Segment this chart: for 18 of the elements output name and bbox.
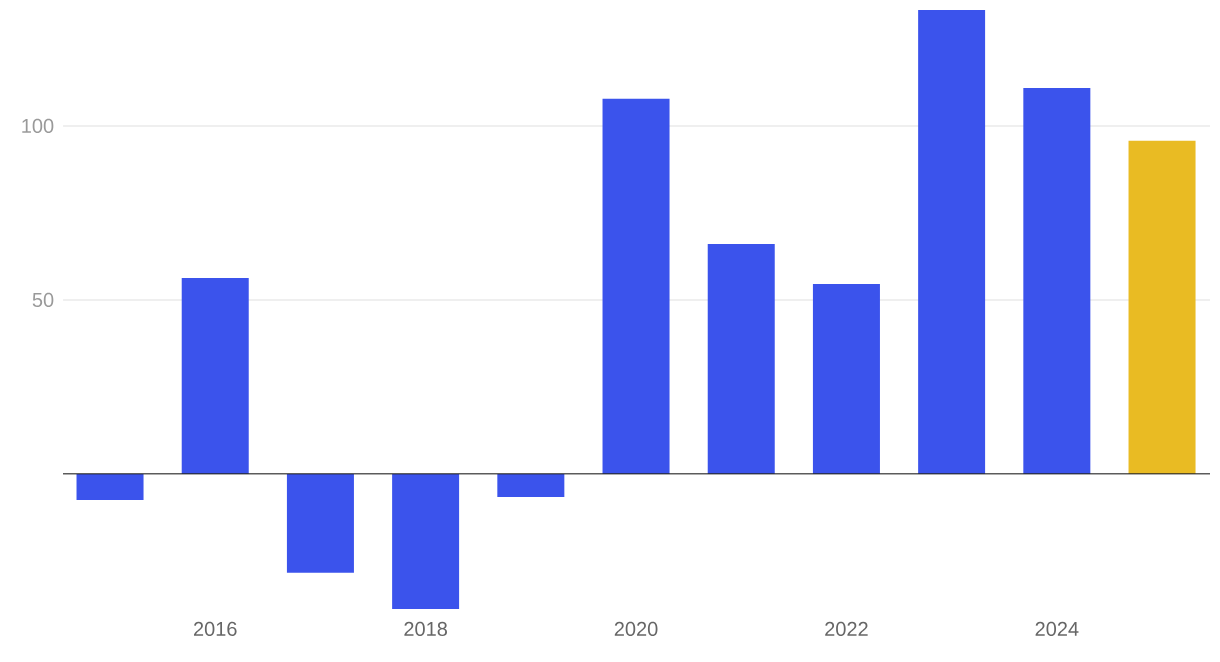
x-tick-label: 2024 bbox=[1035, 621, 1079, 637]
bar bbox=[181, 278, 249, 474]
y-tick-label: 50 bbox=[32, 292, 54, 307]
bar bbox=[918, 9, 986, 474]
bar bbox=[392, 473, 460, 609]
x-tick-label: 2020 bbox=[614, 621, 658, 637]
bar bbox=[286, 473, 354, 573]
x-tick-label: 2018 bbox=[404, 621, 447, 637]
bar bbox=[76, 473, 144, 501]
bar bbox=[602, 98, 670, 474]
x-tick-label: 2022 bbox=[825, 621, 868, 637]
bar bbox=[1128, 140, 1196, 474]
bar bbox=[497, 473, 565, 497]
y-tick-label: 100 bbox=[22, 118, 54, 133]
bar bbox=[1023, 87, 1091, 474]
bar bbox=[812, 283, 880, 474]
x-tick-label: 2016 bbox=[193, 621, 237, 637]
bar bbox=[707, 243, 775, 474]
